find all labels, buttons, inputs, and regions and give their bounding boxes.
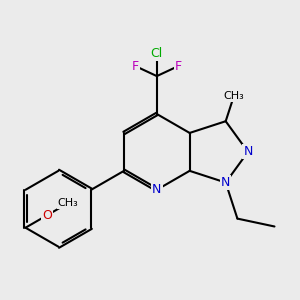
Text: N: N: [243, 146, 253, 158]
Text: O: O: [42, 209, 52, 222]
Text: F: F: [175, 60, 182, 73]
Text: F: F: [132, 60, 139, 73]
Text: CH₃: CH₃: [224, 91, 244, 101]
Text: CH₃: CH₃: [58, 198, 79, 208]
Text: Cl: Cl: [151, 47, 163, 60]
Text: N: N: [152, 183, 161, 196]
Text: N: N: [221, 176, 230, 189]
